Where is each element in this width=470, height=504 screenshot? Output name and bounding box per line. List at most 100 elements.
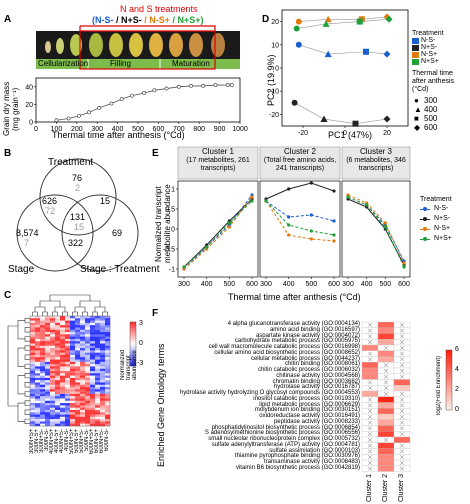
panel-a-xlabel: Thermal time after anthesis (°Cd) (52, 130, 185, 140)
growth-point (87, 110, 91, 115)
cluster-1-xtick-300: 300 (178, 281, 190, 288)
venn-num-stage-only-gray: 7 (24, 238, 30, 248)
go-cell-24-1 (377, 459, 395, 466)
go-term-22: sulfate assimilation (GO:0000103) (269, 447, 360, 454)
stage-maturation: Maturation (172, 59, 210, 68)
cluster-legend-label-0: N-S- (434, 205, 449, 212)
go-cell-4-2 (393, 344, 411, 351)
go-term-17: peptidase activity (GO:0008233) (273, 418, 360, 425)
go-cell-x-15-0 (368, 409, 372, 414)
growth-xtick-500: 500 (132, 126, 144, 133)
go-term-0: 4 alpha glucanotransferase activity (GO:… (227, 321, 360, 327)
go-cell-x-3-2 (400, 340, 404, 345)
stage-cellularization: Cellularization (38, 59, 89, 68)
go-term-3: carbohydrate metabolic process (GO:00059… (234, 338, 360, 345)
growth-point (176, 84, 181, 89)
pca-legend-swatch-2 (412, 52, 419, 58)
go-cell-21-2 (393, 442, 411, 449)
go-term-19: S adenosylmethionine biosynthetic proces… (204, 430, 360, 437)
go-term-14: lipid metabolic process (GO:0006629) (259, 401, 360, 408)
go-cell-19-0 (361, 431, 379, 438)
pca-legend-time-marker-3: ◆ (414, 123, 421, 132)
cluster-1-point-N-S+-3 (250, 195, 254, 199)
go-cell-7-0 (361, 362, 379, 369)
go-cell-x-25-0 (368, 466, 372, 471)
cluster-1-xtick-600: 600 (246, 281, 258, 288)
growth-point (119, 97, 124, 102)
venn-num-all-gray: 15 (74, 222, 85, 232)
go-cell-0-1 (377, 321, 395, 328)
growth-point (97, 106, 102, 110)
pca-point-N-S--0 (295, 41, 302, 48)
go-cell-19-1 (377, 431, 395, 438)
go-cell-x-14-0 (368, 403, 372, 408)
go-cell-x-24-0 (368, 460, 372, 465)
treatment-label-3: / N+S+) (172, 15, 204, 25)
go-cell-25-2 (393, 465, 411, 472)
pca-legend-swatch-3 (412, 59, 419, 65)
pca-point-N-S--1 (324, 50, 332, 58)
venn-num-st-only: 69 (112, 228, 123, 238)
cluster-3-point-N-S+-2 (383, 221, 387, 225)
go-colorbar-tick-0: 0 (455, 406, 459, 413)
cluster-subtitle-2: (Total free amino acids, 241 transcripts… (263, 157, 337, 172)
cluster-ytick-1: 1 (171, 187, 175, 194)
cluster-1-point-N+S+-2 (227, 221, 231, 225)
go-term-25: vitamin B6 biosynthetic process (GO:0042… (235, 464, 360, 471)
venn-label-treatment: Treatment (48, 157, 94, 168)
go-cell-x-1-0 (368, 328, 372, 333)
cluster-3-point-N+S+-2 (383, 225, 387, 229)
pca-ytick--10: -10 (269, 89, 279, 96)
panel-f-letter: F (152, 308, 159, 319)
go-cell-1-2 (393, 327, 411, 334)
go-cell-15-2 (393, 408, 411, 415)
pca-point-N-S--3 (383, 50, 391, 58)
go-cell-x-17-0 (368, 420, 372, 425)
pca-point-N+S--3 (383, 115, 391, 123)
go-cell-14-2 (393, 402, 411, 409)
go-cluster-label-3: Cluster 3 (398, 473, 405, 502)
go-cluster-label-2: Cluster 2 (382, 473, 389, 502)
cluster-1-line-N+S- (183, 198, 253, 268)
go-term-8: chitin catabolic process (GO:0006032) (257, 367, 360, 373)
cluster-3-line-N+S+ (347, 196, 405, 268)
cluster-2-line-N+S+ (265, 200, 335, 236)
venn-num-stage-st: 322 (68, 238, 84, 248)
go-cell-x-8-1 (384, 368, 388, 373)
cluster-3-xtick-300: 300 (342, 281, 354, 288)
go-cell-4-0 (361, 344, 379, 351)
go-cell-22-2 (393, 448, 411, 455)
pca-xtick--20: -20 (298, 130, 308, 137)
growth-xtick-400: 400 (112, 126, 124, 133)
panel-b-letter: B (4, 148, 12, 159)
cluster-3-xtick-500: 500 (379, 281, 391, 288)
go-cell-x-9-1 (384, 374, 388, 379)
venn-diagram (16, 158, 139, 272)
growth-xtick-100: 100 (51, 126, 63, 133)
venn-circle-stage-treatment (61, 194, 139, 272)
go-term-7: chitin binding (GO:0008061) (284, 361, 360, 368)
cluster-3-point-N-S+-3 (402, 261, 406, 265)
pca-point-N+S+-2 (356, 18, 363, 25)
go-cell-x-11-1 (384, 386, 388, 391)
cluster-3-line-N-S+ (347, 194, 405, 264)
growth-point (76, 113, 81, 118)
go-cell-14-1 (377, 402, 395, 409)
treatment-label-0: (N-S- (92, 15, 116, 25)
panel-a-graphics: 0 100 200 300 400 500 600 700 800 900 1000 0 20 40 (25, 25, 248, 133)
go-cell-4-1 (377, 344, 395, 351)
cluster-1-line-N+S+ (183, 200, 253, 268)
go-term-10: chromatin binding (GO:0003682) (272, 378, 360, 385)
pca-xtick-0: 0 (343, 130, 347, 137)
go-cell-x-6-2 (400, 357, 404, 362)
go-cell-x-7-1 (384, 363, 388, 368)
grain-images (45, 33, 225, 57)
go-cell-3-1 (377, 339, 395, 346)
go-cell-11-0 (361, 385, 379, 392)
cluster-title-3: Cluster 3 (359, 147, 392, 156)
go-cell-2-2 (393, 333, 411, 340)
venn-circle-treatment (39, 158, 117, 236)
pca-point-N+S--1 (320, 115, 328, 123)
go-cell-17-2 (393, 419, 411, 426)
go-cell-13-0 (361, 396, 379, 403)
